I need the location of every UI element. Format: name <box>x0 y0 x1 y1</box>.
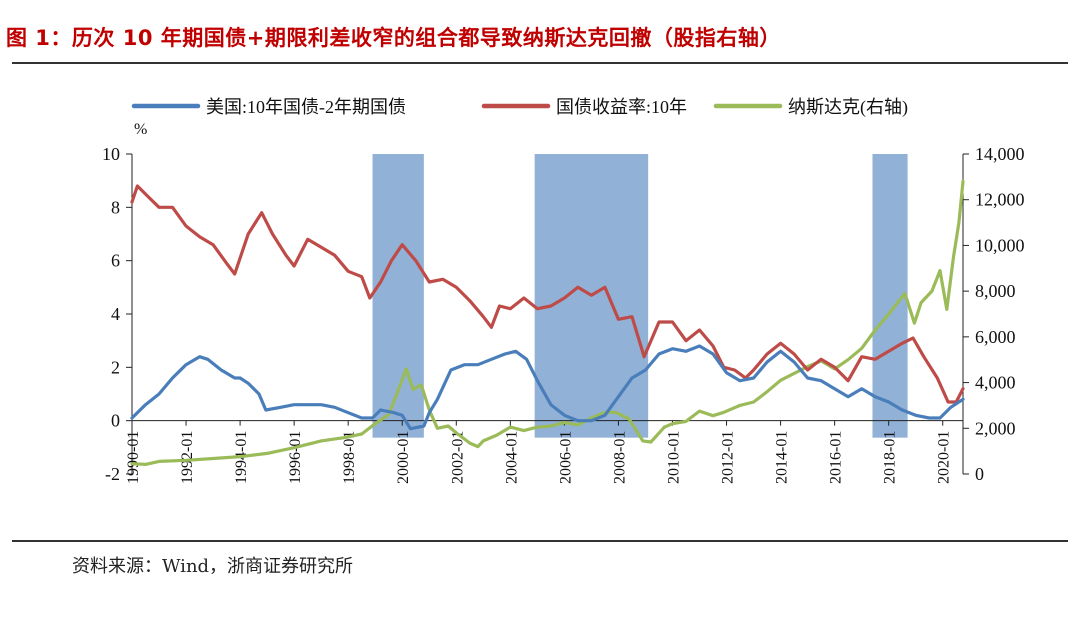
right-tick-label: 4,000 <box>975 373 1016 393</box>
x-tick-label: 2000-01 <box>395 431 412 484</box>
figure-title: 图 1：历次 10 年期国债+期限利差收窄的组合都导致纳斯达克回撤（股指右轴） <box>6 26 781 50</box>
x-tick-label: 2004-01 <box>503 431 520 484</box>
x-tick-label: 2006-01 <box>557 431 574 484</box>
x-tick-label: 1992-01 <box>179 431 196 484</box>
bottom-rule <box>12 540 1068 542</box>
series-line-1 <box>130 344 965 431</box>
series-line-3 <box>130 179 965 466</box>
top-rule <box>12 62 1068 64</box>
x-tick-label: 2008-01 <box>611 431 628 484</box>
x-tick-label: 1990-01 <box>125 431 142 484</box>
left-tick-label: 4 <box>111 304 120 324</box>
x-tick-label: 2014-01 <box>774 431 791 484</box>
left-axis-unit: % <box>134 121 147 138</box>
legend-label-3: 纳斯达克(右轴) <box>788 97 908 118</box>
left-tick-label: 6 <box>111 251 120 271</box>
x-tick-label: 1998-01 <box>341 431 358 484</box>
right-tick-label: 8,000 <box>975 281 1016 301</box>
right-tick-label: 6,000 <box>975 327 1016 347</box>
legend-label-2: 国债收益率:10年 <box>556 97 687 117</box>
x-tick-label: 1996-01 <box>287 431 304 484</box>
left-tick-label: 0 <box>111 411 120 431</box>
left-tick-label: 2 <box>111 357 120 377</box>
x-tick-label: 2016-01 <box>828 431 845 484</box>
x-tick-label: 2002-01 <box>449 431 466 484</box>
x-tick-label: 2020-01 <box>936 431 953 484</box>
left-tick-label: 10 <box>102 144 120 164</box>
x-tick-label: 2018-01 <box>882 431 899 484</box>
source-note: 资料来源：Wind，浙商证券研究所 <box>72 556 354 577</box>
shaded-periods <box>372 154 908 438</box>
right-tick-label: 0 <box>975 464 984 484</box>
series-lines <box>130 179 965 466</box>
left-tick-label: -2 <box>105 464 120 484</box>
right-tick-label: 12,000 <box>975 190 1025 210</box>
axes: % -2 0 2 4 6 8 10 0 2,000 4,000 6,000 8,000 10,000 12,… <box>102 121 1025 484</box>
series-line-2 <box>130 184 965 404</box>
left-tick-label: 8 <box>111 197 120 217</box>
right-tick-label: 2,000 <box>975 418 1016 438</box>
legend-label-1: 美国:10年国债-2年期国债 <box>206 97 406 117</box>
right-tick-label: 14,000 <box>975 144 1025 164</box>
shaded-period-1 <box>372 154 424 438</box>
x-tick-label: 2012-01 <box>720 431 737 484</box>
right-tick-label: 10,000 <box>975 235 1025 255</box>
x-tick-label: 2010-01 <box>665 431 682 484</box>
legend: 美国:10年国债-2年期国债 国债收益率:10年 纳斯达克(右轴) <box>131 97 908 118</box>
